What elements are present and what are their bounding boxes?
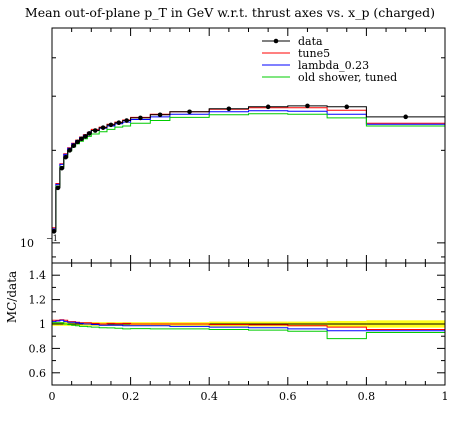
ratio-series-line-2 [52,322,445,340]
y-tick-label-exponent: −1 [46,234,58,243]
data-point [124,118,129,123]
legend-label: data [298,35,323,48]
data-point [67,148,72,153]
data-point [108,122,114,128]
ratio-y-axis-label: MC/data [5,271,19,323]
ratio-y-tick-label: 1 [39,318,46,331]
data-point [157,112,163,118]
data-point [83,134,88,139]
chart-title: Mean out-of-plane p_T in GeV w.r.t. thru… [25,5,435,20]
data-point [265,104,271,110]
data-point [344,104,350,110]
ratio-series-line-1 [52,319,445,332]
data-point [116,120,122,125]
legend-label: old shower, tuned [298,71,397,84]
data-point [305,103,310,109]
x-tick-label: 0.4 [200,390,218,403]
ratio-y-tick-label: 0.8 [29,342,47,355]
series-line-2 [52,110,445,230]
ratio-panel [52,319,445,340]
data-point [403,114,409,120]
data-point [100,125,106,130]
data-point [55,185,61,191]
data-point [138,115,143,121]
main-panel [51,103,445,234]
x-tick-label: 0.8 [358,390,376,403]
data-point [226,106,232,112]
data-point [59,165,65,171]
ratio-y-tick-label: 1.2 [29,294,47,307]
ratio-y-tick-label: 1.4 [29,269,47,282]
data-point [71,143,76,149]
data-point [87,131,92,136]
ratio-y-tick-label: 0.6 [29,367,47,380]
legend-marker-point [273,38,279,44]
series-line-3 [52,113,445,231]
data-point [75,139,80,145]
y-tick-label: 10 [20,237,34,250]
legend-label: tune5 [298,47,330,60]
main-panel-frame [51,27,446,264]
legend-label: lambda_0.23 [298,59,369,72]
data-point [79,136,84,142]
data-point [92,128,98,133]
x-tick-label: 0 [49,390,56,403]
x-tick-label: 0.2 [122,390,140,403]
data-point [187,109,192,115]
data-point [63,154,69,160]
x-tick-label: 0.6 [279,390,297,403]
x-tick-label: 1 [442,390,449,403]
ratio-series-line-0 [52,319,445,330]
data-point [51,229,57,234]
